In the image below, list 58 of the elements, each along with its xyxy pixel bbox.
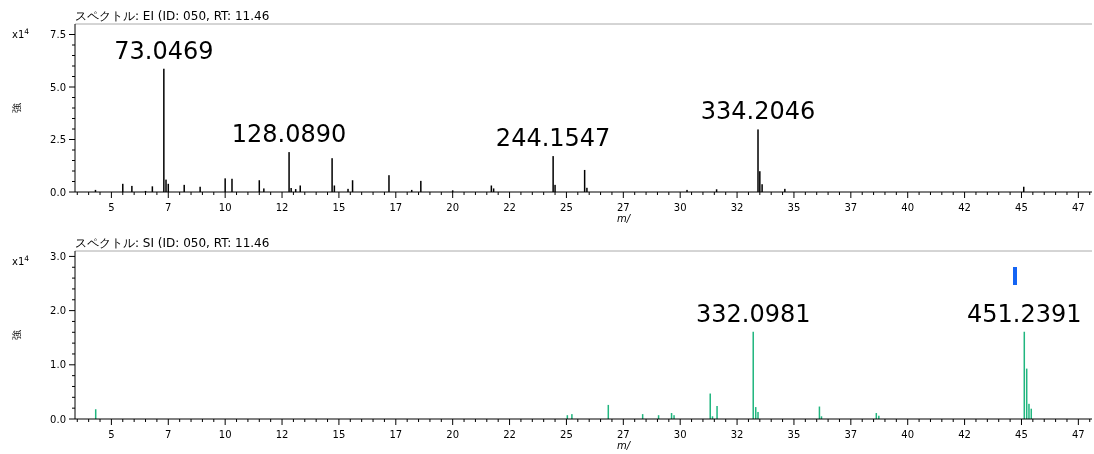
x-tick-label: 22	[503, 429, 516, 440]
x-tick-label: 45	[1015, 202, 1028, 213]
y-tick-label: 0.0	[50, 186, 66, 198]
y-axis-title: 強	[11, 330, 22, 340]
x-tick-label: 40	[901, 429, 915, 440]
x-tick-label: 42	[958, 429, 971, 440]
x-tick-label: 7	[165, 202, 172, 213]
chart-title: スペクトル: SI (ID: 050, RT: 11.46	[75, 236, 270, 250]
x-tick-label: 17	[389, 202, 403, 213]
x-tick-label: 25	[560, 429, 573, 440]
x-tick-label: 40	[901, 202, 915, 213]
annotation: 73.0469	[114, 36, 214, 65]
x-tick-label: 37	[844, 202, 858, 213]
x-tick-label: 5	[108, 429, 115, 440]
x-tick-label: 20	[446, 429, 460, 440]
x-tick-label: 45	[1015, 429, 1028, 440]
text: x1$^{4}$	[12, 26, 30, 40]
x-tick-label: 17	[389, 429, 403, 440]
x-axis-title: m/	[616, 213, 632, 224]
y-tick-label: 7.5	[50, 29, 66, 40]
x-tick-label: 10	[218, 202, 232, 213]
annotation: 451.2391	[967, 299, 1082, 328]
text: x1$^{4}$	[12, 253, 30, 267]
x-tick-label: 47	[1071, 429, 1085, 440]
x-tick-label: 25	[560, 202, 573, 213]
annotation: 334.2046	[700, 97, 816, 126]
annotation: 244.1547	[495, 124, 611, 153]
y-tick-label: 1.0	[50, 359, 66, 371]
x-tick-label: 32	[730, 202, 744, 213]
x-tick-label: 20	[446, 202, 460, 213]
annotation: 332.0981	[695, 299, 811, 328]
x-tick-label: 12	[275, 202, 289, 213]
x-axis-title: m/	[616, 440, 632, 451]
y-tick-label: 5.0	[50, 81, 66, 93]
x-tick-label: 22	[503, 202, 516, 213]
x-tick-label: 47	[1071, 202, 1085, 213]
y-tick-label: 0.0	[50, 413, 66, 425]
x-tick-label: 35	[787, 202, 801, 213]
y-tick-label: 2.0	[50, 305, 66, 317]
x-tick-label: 15	[332, 202, 346, 213]
y-tick-label: 3.0	[50, 250, 66, 262]
x-tick-label: 7	[165, 429, 172, 440]
x-tick-label: 30	[673, 202, 687, 213]
x-tick-label: 42	[958, 202, 971, 213]
x-tick-label: 15	[332, 429, 346, 440]
x-tick-label: 37	[844, 429, 858, 440]
x-tick-label: 12	[275, 429, 289, 440]
x-tick-label: 10	[218, 429, 232, 440]
x-tick-label: 30	[673, 429, 687, 440]
y-tick-label: 2.5	[50, 134, 66, 145]
x-tick-label: 35	[787, 429, 801, 440]
x-tick-label: 27	[616, 429, 630, 440]
chart-title: スペクトル: EI (ID: 050, RT: 11.46	[75, 9, 270, 23]
y-axis-title: 強	[11, 103, 22, 113]
x-tick-label: 27	[616, 202, 630, 213]
x-tick-label: 5	[108, 202, 115, 213]
annotation: 128.0890	[231, 120, 347, 149]
x-tick-label: 32	[730, 429, 744, 440]
